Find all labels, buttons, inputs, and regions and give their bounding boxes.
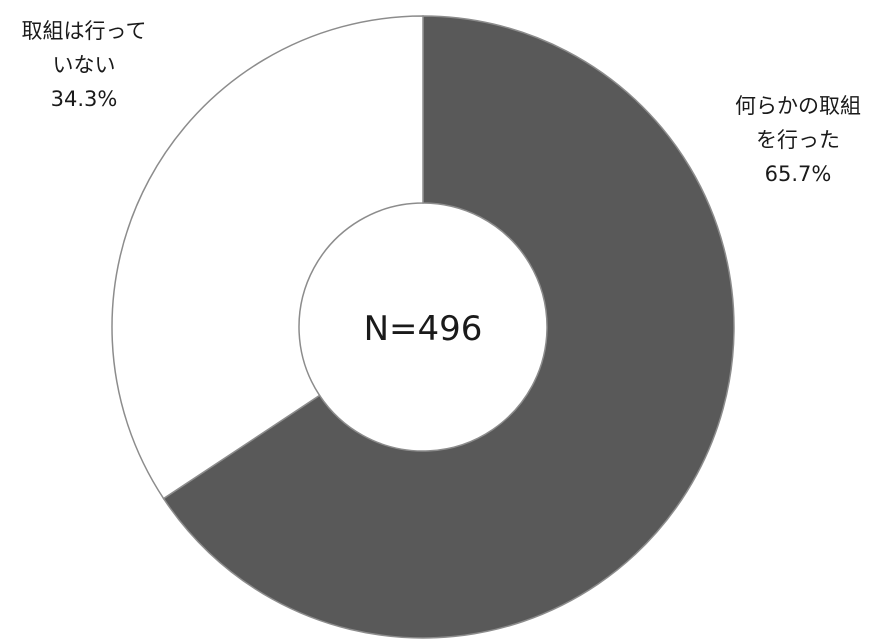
donut-slice-1 (111, 15, 424, 500)
slice-value-label: 34.3% (50, 87, 118, 111)
donut-slices (111, 15, 735, 639)
slice-label-did-nothing: 取組は行って いない 34.3% (4, 14, 164, 116)
slice-label-line: 取組は行って (21, 19, 147, 43)
sample-size-label: N=496 (363, 309, 483, 349)
donut-slice-0 (162, 15, 735, 639)
slice-label-line: を行った (756, 128, 840, 152)
slice-label-line: 何らかの取組 (735, 94, 861, 118)
slice-value-label: 65.7% (764, 162, 832, 186)
slice-label-line: いない (52, 53, 116, 77)
slice-label-did-something: 何らかの取組 を行った 65.7% (712, 89, 884, 191)
